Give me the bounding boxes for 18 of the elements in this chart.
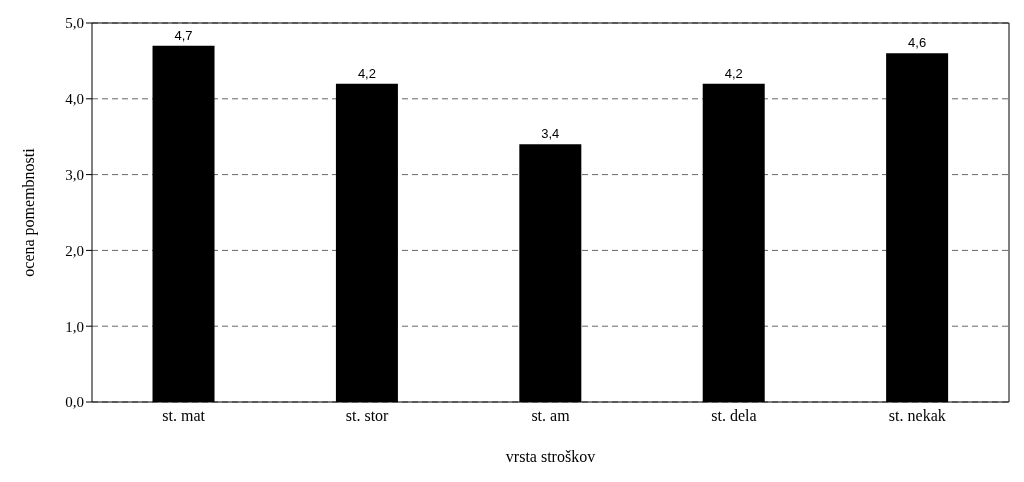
y-tick-label: 1,0 bbox=[65, 318, 84, 335]
y-tick-label: 0,0 bbox=[65, 394, 84, 411]
x-tick-label: st. stor bbox=[345, 407, 390, 425]
x-tick-label: st. mat bbox=[162, 407, 206, 425]
x-axis-title: vrsta stroškov bbox=[505, 448, 596, 465]
x-tick-label: st. dela bbox=[711, 407, 757, 425]
data-label: 4,2 bbox=[357, 65, 376, 81]
x-tick-label: st. am bbox=[531, 407, 571, 425]
y-axis-title: ocena pomembnosti bbox=[19, 147, 38, 277]
data-label: 4,2 bbox=[724, 65, 743, 81]
data-label: 4,6 bbox=[908, 35, 927, 51]
y-tick-label: 2,0 bbox=[65, 242, 84, 259]
data-label: 4,7 bbox=[174, 27, 193, 43]
x-tick-label: st. nekak bbox=[888, 407, 946, 425]
y-tick-label: 5,0 bbox=[65, 15, 84, 32]
y-tick-label: 4,0 bbox=[65, 91, 84, 108]
y-tick-label: 3,0 bbox=[65, 166, 84, 183]
data-label: 3,4 bbox=[541, 126, 560, 142]
